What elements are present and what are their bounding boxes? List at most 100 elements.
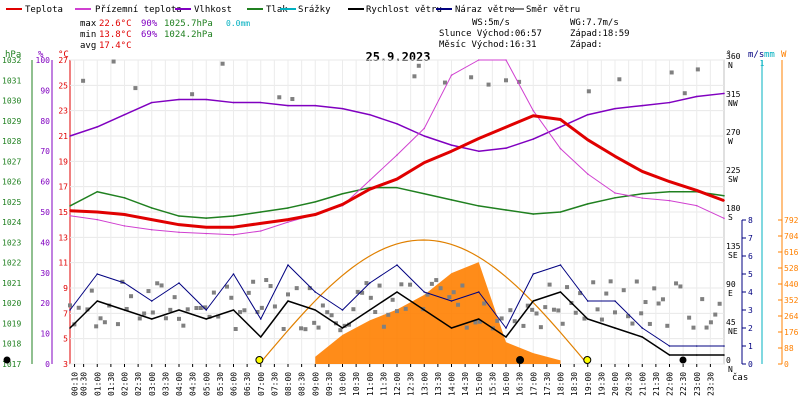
wind-speed-line-point <box>178 309 180 311</box>
wind-direction-point <box>708 320 713 325</box>
direction-tick-label: 0 <box>726 356 731 365</box>
wind-direction-point <box>656 301 661 306</box>
time-tick-label: 01:00 <box>93 372 102 396</box>
ground-temperature-line-point <box>532 109 535 112</box>
humidity-line-point <box>178 98 180 101</box>
time-tick-label: 04:00 <box>175 372 184 396</box>
gust-line-point <box>178 282 180 284</box>
temperature-line-point <box>314 213 317 216</box>
wind-tick-label: 0 <box>748 360 753 369</box>
wind-direction-point <box>142 311 147 316</box>
wind-direction-point <box>608 279 613 284</box>
wind-direction-point <box>399 282 404 287</box>
time-tick-label: 16:30 <box>516 372 525 396</box>
wind-speed-line-point <box>96 300 99 302</box>
time-tick-label: 19:00 <box>584 372 593 396</box>
time-tick-label: 23:00 <box>693 372 702 396</box>
moonrise-marker <box>516 356 525 364</box>
wind-speed-line-point <box>532 300 535 302</box>
pressure-tick-label: 1032 <box>2 56 21 65</box>
wind-direction-point <box>281 326 286 331</box>
time-tick-label: 21:00 <box>638 372 647 396</box>
radiation-tick-label: 528 <box>784 264 799 273</box>
wind-direction-point <box>124 306 129 311</box>
pressure-tick-label: 1026 <box>2 178 21 187</box>
wind-speed-line-point <box>69 327 71 329</box>
gust-line-point <box>614 300 616 302</box>
gust-line-point <box>532 273 535 275</box>
time-tick-label: 05:30 <box>216 372 225 396</box>
pressure-line-point <box>423 192 426 195</box>
temperature-tick-label: 21 <box>58 132 68 141</box>
temperature-line-point <box>205 226 208 228</box>
humidity-line-point <box>341 107 344 110</box>
wind-direction-point <box>224 284 229 289</box>
time-tick-label: 12:30 <box>407 372 416 396</box>
stat-min-label: min <box>80 30 96 40</box>
wind-speed-line-point <box>668 354 671 356</box>
wind-direction-point <box>81 78 86 83</box>
wind-direction-point <box>325 310 330 315</box>
wind-direction-point <box>547 282 552 287</box>
time-tick-label: 22:30 <box>679 372 688 396</box>
time-tick-label: 08:00 <box>284 372 293 396</box>
time-tick-label: 01:30 <box>107 372 116 396</box>
temperature-tick-label: 27 <box>58 56 68 65</box>
wind-tick-label: 8 <box>748 216 753 225</box>
time-tick-label: 20:30 <box>625 372 634 396</box>
ground-temperature-line-point <box>695 204 698 207</box>
pressure-line-point <box>668 190 671 193</box>
gust-line-point <box>396 264 398 266</box>
wind-speed-line-point <box>695 354 698 356</box>
time-tick-label: 18:00 <box>557 372 566 396</box>
sunrise-marker <box>255 356 264 364</box>
pressure-line-point <box>586 203 589 205</box>
wind-direction-point <box>469 75 474 80</box>
temperature-line-point <box>69 209 71 212</box>
wind-direction-point <box>438 286 443 291</box>
wind-direction-point <box>512 319 517 324</box>
humidity-line-point <box>695 95 698 98</box>
wind-direction-point <box>329 313 334 318</box>
time-tick-label: 00:30 <box>80 372 89 396</box>
wind-direction-point <box>246 290 251 295</box>
pressure-tick-label: 1019 <box>2 319 21 328</box>
wind-direction-point <box>89 288 94 293</box>
direction-compass-label: SW <box>728 175 738 184</box>
time-tick-label: 07:00 <box>257 372 266 396</box>
stat-min-humidity: 69% <box>141 30 158 40</box>
ground-temperature-line-point <box>178 231 180 234</box>
temperature-line-point <box>723 199 725 202</box>
wind-direction-point <box>347 322 352 327</box>
axis-unit-wind: m/s <box>748 50 764 60</box>
time-tick-label: 20:00 <box>611 372 620 396</box>
wind-direction-point <box>551 307 556 312</box>
direction-tick-label: 225 <box>726 166 741 175</box>
time-tick-label: 09:00 <box>311 372 320 396</box>
legend-label-naraz-vetru: Náraz větru <box>455 5 515 15</box>
direction-tick-label: 270 <box>726 128 741 137</box>
direction-tick-label: 315 <box>726 90 741 99</box>
wind-direction-point <box>477 319 482 324</box>
temperature-line-point <box>341 203 344 206</box>
humidity-line-point <box>668 101 671 104</box>
gust-line-point <box>559 264 562 266</box>
wind-direction-point <box>573 310 578 315</box>
pressure-line-point <box>259 211 262 213</box>
direction-tick-label: 135 <box>726 242 741 251</box>
wind-direction-point <box>233 327 238 332</box>
wind-direction-point <box>76 305 81 310</box>
wind-tick-label: 4 <box>748 288 753 297</box>
wind-direction-point <box>277 95 282 100</box>
ground-temperature-line-point <box>505 59 507 61</box>
wind-direction-point <box>504 78 508 83</box>
wind-direction-point <box>159 283 164 288</box>
gust-line-point <box>723 345 725 347</box>
wind-direction-point <box>499 316 504 321</box>
gust-line-point <box>287 264 289 266</box>
gust-line-point <box>69 309 71 311</box>
temperature-line-point <box>96 211 99 213</box>
wind-direction-point <box>460 283 465 288</box>
humidity-tick-label: 70 <box>40 147 50 156</box>
wind-speed-line-point <box>150 318 153 320</box>
